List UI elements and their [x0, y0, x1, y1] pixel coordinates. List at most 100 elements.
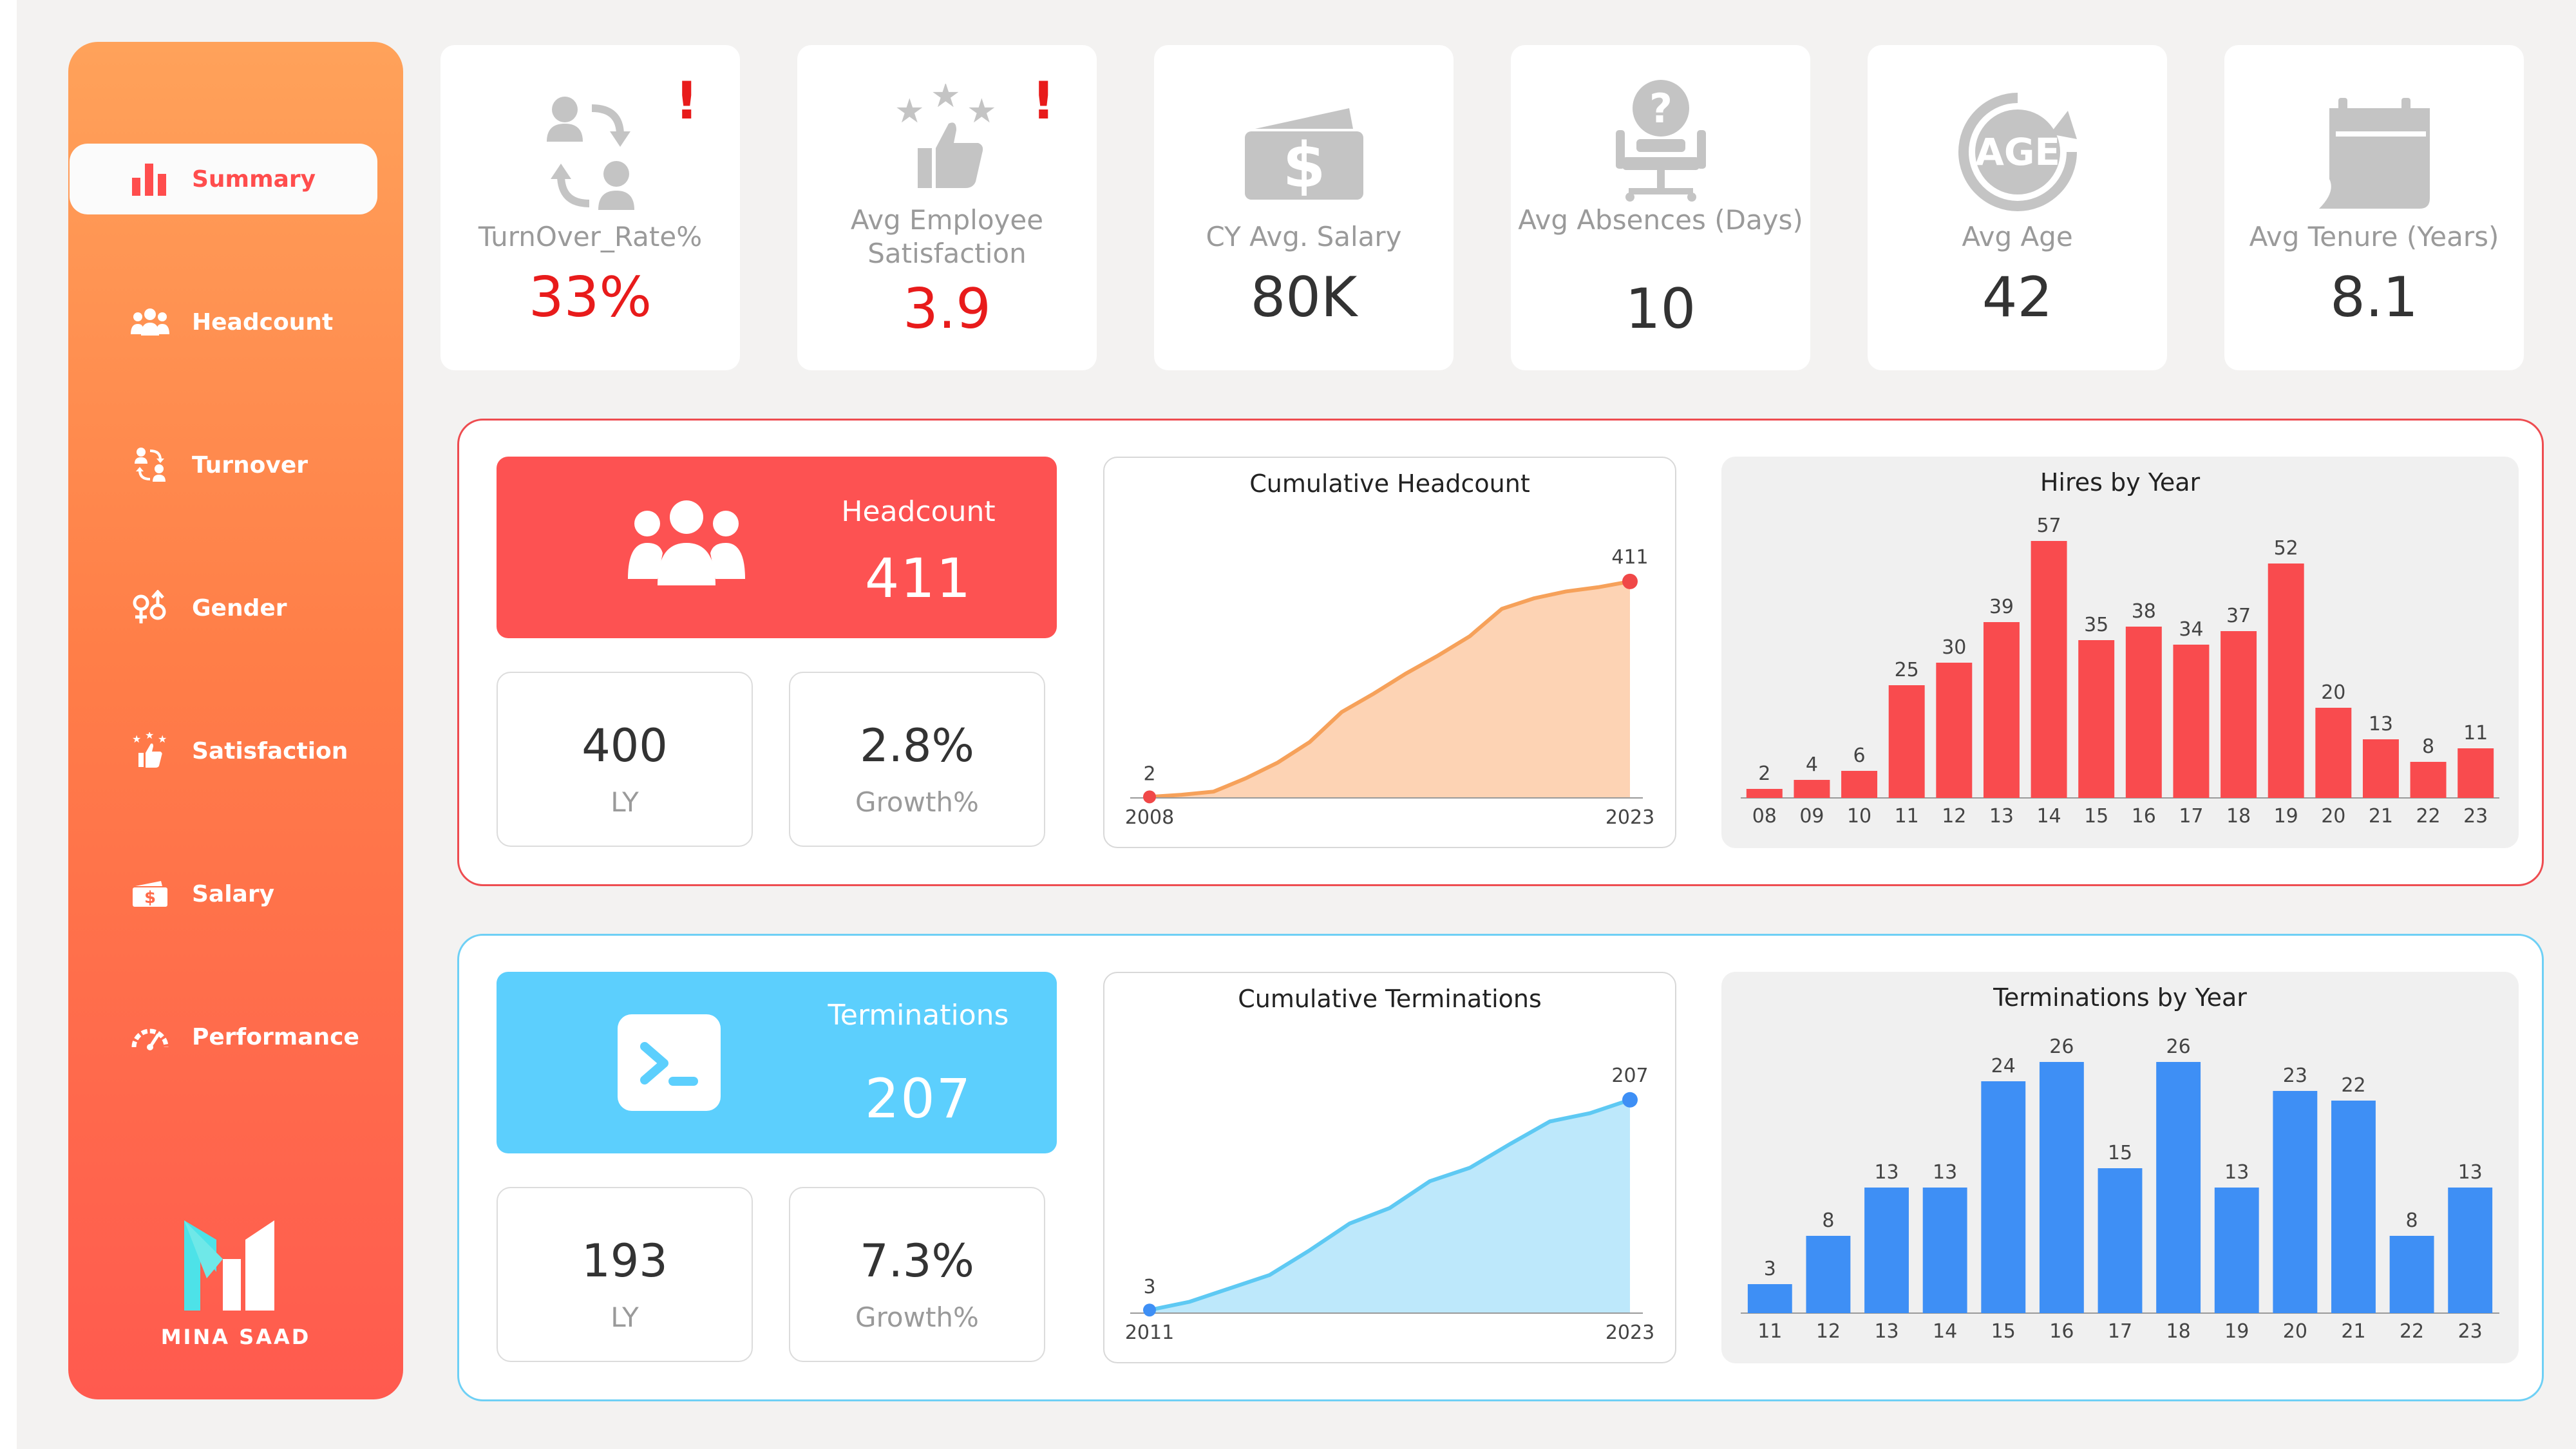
- sidebar-item-gender[interactable]: Gender: [68, 573, 403, 643]
- bar-value-label: 15: [2108, 1142, 2132, 1164]
- bar: [1922, 1188, 1967, 1313]
- bar: [2448, 1188, 2493, 1313]
- hero-title: Headcount: [841, 495, 996, 528]
- x-tick-label: 18: [2166, 1320, 2191, 1343]
- kpi-value: 80K: [1250, 265, 1358, 330]
- kpi-label: CY Avg. Salary: [1206, 221, 1402, 252]
- kpi-value: 33%: [528, 265, 652, 330]
- sidebar-item-label: Headcount: [192, 308, 334, 336]
- headcount-hero-card: Headcount 411: [497, 457, 1057, 638]
- bar-chart-icon: [126, 155, 174, 203]
- x-tick-label: 11: [1757, 1320, 1782, 1343]
- sidebar-item-satisfaction[interactable]: ★ ★ ★ Satisfaction: [68, 715, 403, 786]
- x-tick-label: 09: [1799, 805, 1824, 828]
- x-tick-label: 16: [2049, 1320, 2074, 1343]
- bar: [2039, 1062, 2084, 1313]
- x-start-label: 2011: [1125, 1321, 1174, 1344]
- chart-title: Cumulative Terminations: [1238, 985, 1542, 1013]
- terminations-panel: Terminations 207 193 LY 7.3% Growth% Cum…: [457, 934, 2544, 1401]
- thumbs-up-stars-icon: ★ ★ ★: [797, 84, 1097, 213]
- hero-title: Terminations: [828, 999, 1009, 1032]
- gender-icon: [126, 584, 174, 632]
- bar-value-label: 30: [1942, 636, 1966, 659]
- bar-value-label: 11: [2463, 722, 2488, 744]
- bar-chart-svg: 3 11 8 12 13 13 13 14 24 15 26 16 15 17 26 18 13 19 23 20 22…: [1741, 1036, 2499, 1343]
- x-tick-label: 15: [1991, 1320, 2016, 1343]
- sidebar-item-turnover[interactable]: Turnover: [68, 430, 403, 500]
- first-point-label: 3: [1143, 1276, 1155, 1298]
- bar: [1983, 622, 2020, 798]
- hero-value: 207: [864, 1067, 972, 1130]
- bar-value-label: 22: [2341, 1074, 2365, 1097]
- brand-logo: MINA SAAD: [152, 1214, 319, 1349]
- svg-text:★: ★: [158, 733, 167, 745]
- bar-value-label: 26: [2049, 1036, 2074, 1058]
- cumulative-headcount-chart: Cumulative Headcount 2 411 2008 2023: [1103, 457, 1676, 848]
- x-tick-label: 14: [1933, 1320, 1957, 1343]
- age-icon: AGE: [1868, 91, 2167, 220]
- bar: [2389, 1236, 2434, 1313]
- bar: [1746, 789, 1783, 798]
- bar: [2125, 627, 2162, 798]
- bar: [1841, 771, 1878, 798]
- ly-value: 193: [582, 1235, 668, 1287]
- bar-value-label: 8: [2406, 1209, 2418, 1232]
- x-tick-label: 20: [2321, 805, 2345, 828]
- sidebar-item-label: Satisfaction: [192, 737, 348, 764]
- area-chart-svg: 3 207 2011 2023: [1125, 1065, 1654, 1344]
- sidebar-item-salary[interactable]: $ Salary: [68, 858, 403, 929]
- sidebar-item-performance[interactable]: Performance: [68, 1001, 403, 1072]
- x-tick-label: 20: [2283, 1320, 2307, 1343]
- bar: [1936, 663, 1973, 798]
- kpi-label: Avg Age: [1962, 221, 2073, 252]
- sidebar-item-headcount[interactable]: Headcount: [68, 287, 403, 357]
- svg-text:★: ★: [895, 92, 925, 131]
- kpi-value: 10: [1625, 277, 1696, 341]
- area-chart-svg: 2 411 2008 2023: [1125, 546, 1654, 829]
- bar-value-label: 8: [2422, 735, 2434, 758]
- svg-text:★: ★: [132, 733, 141, 745]
- kpi-label: Avg Absences (Days): [1518, 204, 1803, 236]
- growth-value: 2.8%: [860, 719, 974, 772]
- bar: [2221, 631, 2257, 798]
- brand-logo-mark: [184, 1220, 274, 1311]
- bar-value-label: 8: [1822, 1209, 1834, 1232]
- people-icon: [126, 298, 174, 346]
- x-tick-label: 15: [2084, 805, 2108, 828]
- bar-value-label: 23: [2283, 1065, 2307, 1087]
- svg-text:★: ★: [145, 732, 154, 741]
- x-tick-label: 13: [1874, 1320, 1899, 1343]
- bar: [2173, 645, 2210, 798]
- x-tick-label: 17: [2108, 1320, 2132, 1343]
- kpi-card-satisfaction: ★ ★ ★ ! Avg Employee Satisfaction 3.9: [797, 45, 1097, 370]
- x-tick-label: 23: [2458, 1320, 2483, 1343]
- bar-value-label: 13: [1933, 1161, 1957, 1184]
- bar-value-label: 24: [1991, 1055, 2016, 1077]
- bar-value-label: 35: [2084, 614, 2108, 636]
- last-point-label: 411: [1611, 546, 1648, 569]
- x-tick-label: 23: [2463, 805, 2488, 828]
- terminations-hero-card: Terminations 207: [497, 972, 1057, 1153]
- bar-value-label: 37: [2226, 605, 2251, 627]
- turnover-icon: [440, 90, 740, 219]
- bar: [2410, 762, 2447, 798]
- terminal-icon: [618, 1014, 721, 1113]
- x-tick-label: 19: [2274, 805, 2298, 828]
- x-tick-label: 14: [2036, 805, 2061, 828]
- x-tick-label: 12: [1816, 1320, 1841, 1343]
- headcount-growth-card: 2.8% Growth%: [789, 672, 1045, 847]
- terminations-ly-card: 193 LY: [497, 1187, 753, 1362]
- chart-title: Hires by Year: [2040, 468, 2201, 497]
- bar-value-label: 6: [1853, 744, 1866, 767]
- turnover-icon: [126, 441, 174, 489]
- growth-value: 7.3%: [860, 1235, 974, 1287]
- end-point: [1622, 573, 1638, 589]
- sidebar-item-summary[interactable]: Summary: [70, 144, 377, 214]
- chart-title: Terminations by Year: [1993, 983, 2247, 1012]
- bar: [2273, 1091, 2318, 1313]
- sidebar: Summary Headcount Turnover Gender ★ ★ ★ Sa…: [68, 42, 403, 1399]
- series-line: [1149, 579, 1631, 799]
- bar: [2331, 1101, 2376, 1313]
- bar-value-label: 3: [1764, 1258, 1776, 1280]
- bar-chart-svg: 2084096102511301239135714351538163417371…: [1741, 515, 2499, 828]
